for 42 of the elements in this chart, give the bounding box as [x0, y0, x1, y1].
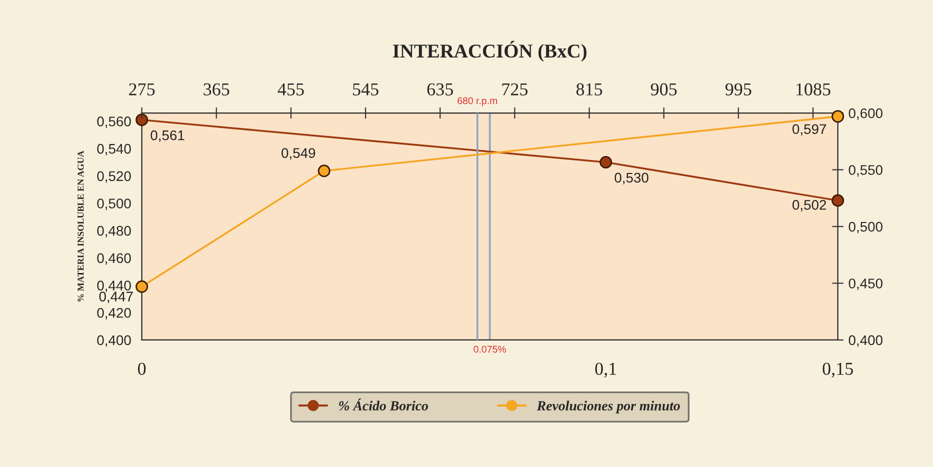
data-label: 0,561	[150, 130, 184, 142]
data-label: 0,530	[614, 172, 648, 184]
x2-tick-label: 0	[138, 362, 146, 375]
x-tick-label: 995	[725, 83, 752, 96]
data-label: 0,502	[792, 200, 826, 212]
y-tick-label: 0,480	[97, 226, 131, 238]
y-tick-label: 0,540	[97, 144, 131, 156]
point	[832, 110, 844, 123]
x-tick-label: 455	[278, 83, 304, 96]
y2-tick-label: 0,400	[848, 335, 882, 347]
y-tick-label: 0,440	[97, 280, 131, 292]
x-tick-label: 545	[353, 83, 378, 96]
x-tick-label: 905	[650, 83, 677, 96]
x-tick-label: 275	[129, 83, 155, 96]
y-tick-label: 0,420	[97, 308, 131, 320]
ref-line-label: 0.075%	[474, 346, 506, 353]
y-tick-label: 0,560	[97, 116, 131, 128]
x2-tick-label: 0,15	[822, 362, 853, 378]
x-tick-label: 1085	[796, 83, 830, 96]
x-tick-label: 365	[204, 83, 230, 96]
data-label: 0,447	[99, 292, 133, 304]
legend-label: % Ácido Borico	[339, 398, 428, 411]
y2-tick-label: 0,500	[848, 222, 882, 234]
y-axis-title: % MATERIA INSOLUBLE EN AGUA	[78, 150, 84, 302]
x-tick-label: 725	[502, 83, 528, 96]
chart-title: INTERACCIÓN (BxC)	[392, 40, 586, 62]
legend-label: Revoluciones por minuto	[536, 400, 680, 414]
y-tick-label: 0,500	[97, 198, 131, 210]
data-label: 0,549	[282, 148, 316, 160]
y2-tick-label: 0,600	[848, 108, 882, 120]
x-tick-label: 815	[576, 83, 602, 96]
y-tick-label: 0,460	[97, 253, 131, 265]
y-tick-label: 0,400	[97, 335, 131, 347]
data-label: 0,597	[792, 124, 826, 136]
point	[136, 280, 148, 293]
x-tick-label: 635	[427, 83, 453, 96]
ref-line-label: 680 r.p.m	[458, 97, 498, 106]
x2-tick-label: 0,1	[595, 362, 616, 378]
y2-tick-label: 0,450	[848, 278, 882, 290]
point	[318, 164, 330, 178]
y-tick-label: 0,520	[97, 171, 131, 183]
y2-tick-label: 0,550	[848, 165, 882, 177]
